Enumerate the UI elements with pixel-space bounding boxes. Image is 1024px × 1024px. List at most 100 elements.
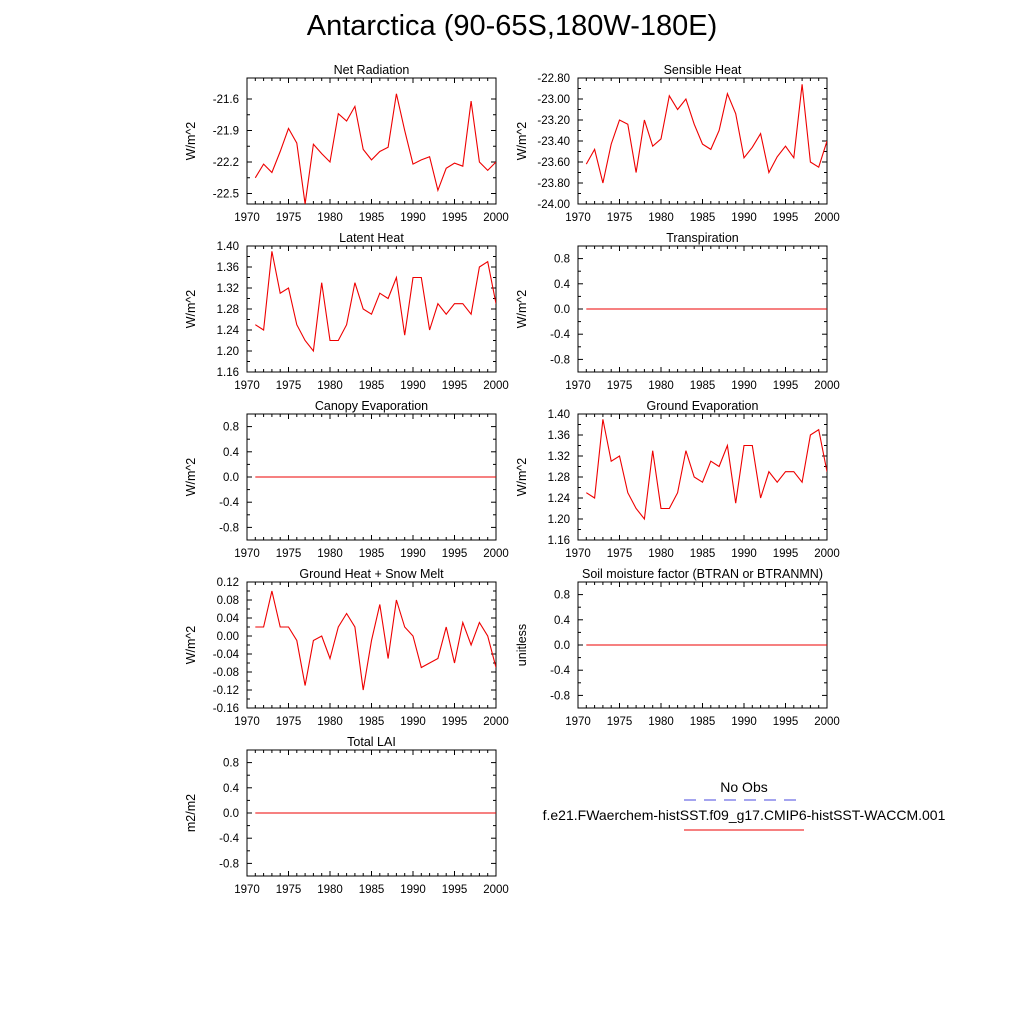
y-tick-label: -21.6: [213, 94, 239, 106]
x-tick-label: 1980: [648, 716, 674, 728]
y-tick-label: 0.4: [223, 447, 240, 459]
y-tick-label: 1.36: [217, 262, 239, 274]
x-tick-label: 1985: [359, 716, 385, 728]
y-axis-label: W/m^2: [184, 458, 198, 497]
y-tick-label: -21.9: [213, 126, 239, 138]
y-tick-label: 1.36: [548, 430, 570, 442]
x-tick-label: 2000: [814, 716, 840, 728]
x-tick-label: 2000: [483, 212, 509, 224]
x-tick-label: 1990: [400, 212, 426, 224]
x-tick-label: 1975: [276, 716, 302, 728]
x-tick-label: 1975: [276, 212, 302, 224]
y-tick-label: 1.40: [217, 241, 239, 253]
x-tick-label: 1995: [442, 548, 468, 560]
panel-title: Ground Heat + Snow Melt: [299, 567, 444, 581]
panel-sensible-heat: Sensible Heat W/m^2 1970 1975 1980 1985 1990 19…: [515, 63, 840, 224]
x-tick-label: 1980: [648, 380, 674, 392]
panel-ground-heat-snow-melt: Ground Heat + Snow Melt W/m^2 1970 1975 1980…: [184, 567, 509, 728]
x-tick-label: 1985: [690, 716, 716, 728]
x-tick-label: 1980: [317, 548, 343, 560]
y-tick-label: 0.0: [223, 472, 239, 484]
y-tick-label: 1.24: [548, 493, 571, 505]
panel-title: Transpiration: [666, 231, 739, 245]
x-tick-label: 1985: [359, 380, 385, 392]
x-tick-label: 2000: [483, 380, 509, 392]
y-tick-label: -0.8: [550, 690, 570, 702]
x-tick-label: 2000: [814, 548, 840, 560]
y-tick-label: 0.4: [223, 783, 240, 795]
x-tick-label: 1995: [442, 380, 468, 392]
x-tick-label: 1990: [400, 884, 426, 896]
x-tick-label: 1990: [731, 380, 757, 392]
y-tick-label: -23.00: [537, 94, 570, 106]
y-tick-label: -0.12: [213, 685, 239, 697]
x-tick-label: 1985: [359, 212, 385, 224]
y-tick-label: -23.40: [537, 136, 570, 148]
x-tick-label: 1980: [317, 212, 343, 224]
x-tick-label: 1995: [773, 716, 799, 728]
x-tick-label: 1990: [731, 212, 757, 224]
y-tick-label: 1.28: [548, 472, 570, 484]
x-tick-label: 1995: [773, 548, 799, 560]
x-tick-label: 1995: [442, 716, 468, 728]
x-tick-label: 2000: [814, 212, 840, 224]
series-line: [255, 590, 496, 691]
series-line: [255, 251, 496, 353]
x-tick-label: 1995: [442, 212, 468, 224]
panel-net-radiation: Net Radiation W/m^2 1970 1975 1980 1985 1990 19…: [184, 63, 509, 224]
x-tick-label: 1970: [234, 212, 260, 224]
y-tick-label: -23.80: [537, 178, 570, 190]
y-tick-label: -0.4: [550, 665, 570, 677]
y-tick-label: 0.4: [554, 615, 571, 627]
legend-obs-label: No Obs: [720, 779, 767, 795]
panel-transpiration: Transpiration W/m^2 1970 1975 1980 1985 1990 19…: [515, 231, 840, 392]
y-tick-label: -24.00: [537, 199, 570, 211]
y-tick-label: 0.8: [554, 254, 570, 266]
y-axis-label: W/m^2: [515, 290, 529, 329]
x-tick-label: 1985: [690, 548, 716, 560]
y-tick-label: -22.80: [537, 73, 570, 85]
x-tick-label: 1985: [690, 380, 716, 392]
y-tick-label: 1.20: [548, 514, 570, 526]
x-tick-label: 1995: [773, 212, 799, 224]
series-line: [254, 93, 496, 204]
panel-canopy-evaporation: Canopy Evaporation W/m^2 1970 1975 1980 1985 1…: [184, 399, 509, 560]
x-tick-label: 1970: [234, 884, 260, 896]
y-axis-label: W/m^2: [184, 626, 198, 665]
panel-title: Latent Heat: [339, 231, 404, 245]
y-tick-label: -0.4: [219, 833, 239, 845]
y-tick-label: 1.32: [217, 283, 239, 295]
panel-title: Total LAI: [347, 735, 396, 749]
y-tick-label: 1.28: [217, 304, 239, 316]
y-tick-label: 1.16: [548, 535, 570, 547]
y-tick-label: 0.08: [217, 595, 239, 607]
panel-title: Canopy Evaporation: [315, 399, 428, 413]
x-tick-label: 2000: [483, 884, 509, 896]
y-tick-label: 1.32: [548, 451, 570, 463]
y-axis-label: W/m^2: [515, 458, 529, 497]
page-title: Antarctica (90-65S,180W-180E): [306, 10, 718, 42]
y-tick-label: 0.0: [554, 304, 570, 316]
x-tick-label: 1985: [359, 884, 385, 896]
y-tick-label: 1.20: [217, 346, 239, 358]
y-tick-label: 0.8: [223, 758, 239, 770]
x-tick-label: 1980: [317, 716, 343, 728]
x-tick-label: 1995: [773, 380, 799, 392]
y-tick-label: -0.8: [219, 858, 239, 870]
x-tick-label: 1975: [607, 548, 633, 560]
x-tick-label: 1985: [690, 212, 716, 224]
y-tick-label: 0.04: [217, 613, 240, 625]
y-tick-label: 0.4: [554, 279, 571, 291]
y-tick-label: -0.8: [219, 522, 239, 534]
y-tick-label: -0.4: [219, 497, 239, 509]
x-tick-label: 1990: [731, 716, 757, 728]
plot-frame: [246, 245, 497, 373]
x-tick-label: 1990: [731, 548, 757, 560]
y-tick-label: -0.8: [550, 354, 570, 366]
y-tick-label: -22.2: [213, 157, 239, 169]
y-axis-label: W/m^2: [184, 290, 198, 329]
x-tick-label: 2000: [814, 380, 840, 392]
y-tick-label: -23.60: [537, 157, 570, 169]
legend-model-label: f.e21.FWaerchem-histSST.f09_g17.CMIP6-hi…: [543, 807, 946, 823]
